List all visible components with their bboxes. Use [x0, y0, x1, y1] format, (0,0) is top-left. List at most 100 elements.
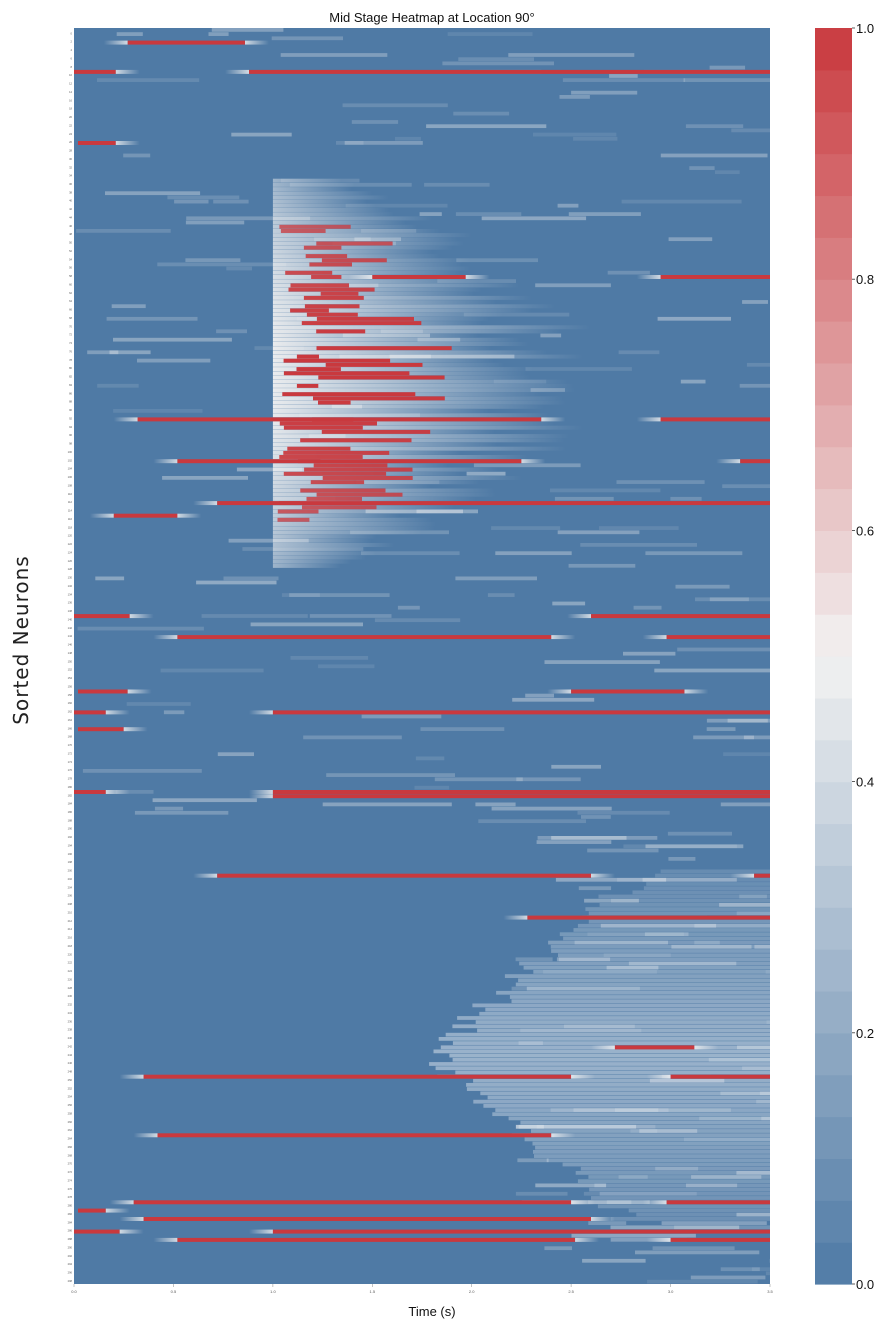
faint-activity-streak — [611, 898, 770, 903]
faint-activity-streak — [739, 894, 767, 899]
activation-fade-in — [249, 1229, 273, 1234]
faint-activity-streak — [162, 476, 248, 480]
faint-activity-streak — [336, 141, 364, 145]
cluster-streak — [272, 400, 567, 405]
faint-activity-streak — [211, 28, 284, 32]
activation-fade-in — [249, 794, 273, 799]
faint-activity-streak — [765, 970, 770, 974]
faint-activity-streak — [228, 538, 309, 543]
faint-activity-streak — [610, 1225, 740, 1230]
faint-activity-streak — [618, 350, 660, 355]
faint-activity-streak — [516, 1124, 637, 1129]
cluster-hot-segment — [301, 321, 422, 326]
faint-activity-streak — [660, 869, 770, 874]
activation-bar — [527, 915, 770, 920]
neuron-tick-label: 18 — [69, 107, 72, 111]
cluster-streak — [272, 199, 368, 204]
cluster-streak — [272, 517, 433, 522]
faint-activity-streak — [582, 1258, 646, 1263]
activation-fade-in — [642, 1200, 667, 1205]
faint-activity-streak — [580, 543, 697, 547]
faint-activity-streak — [550, 488, 661, 493]
neuron-tick-label: 46 — [69, 224, 72, 228]
cluster-streak — [272, 530, 423, 535]
faint-activity-streak — [599, 1191, 770, 1196]
activation-fade-in — [103, 40, 128, 45]
faint-activity-streak — [534, 1154, 770, 1158]
faint-activity-streak — [588, 1200, 632, 1205]
faint-activity-streak — [573, 136, 618, 141]
faint-activity-streak — [426, 124, 547, 129]
neuron-tick-label: 292 — [68, 1254, 73, 1258]
neuron-tick-label: 12 — [69, 82, 72, 86]
colorbar-band — [815, 237, 852, 280]
faint-activity-streak — [134, 810, 229, 815]
activation-bar — [217, 873, 592, 878]
faint-activity-streak — [216, 329, 247, 334]
faint-activity-streak — [550, 944, 770, 949]
activation-bar — [177, 1237, 576, 1242]
cluster-hot-segment — [304, 467, 413, 472]
activation-fade-out — [694, 1045, 719, 1050]
faint-activity-streak — [76, 229, 171, 233]
faint-activity-streak — [126, 702, 191, 706]
neuron-tick-label: 48 — [69, 232, 72, 236]
activation-fade-out — [105, 790, 130, 794]
neuron-tick-label: 278 — [68, 1195, 73, 1199]
neuron-tick-label: 268 — [68, 1153, 73, 1157]
faint-activity-streak — [524, 1137, 770, 1142]
faint-activity-streak — [699, 1116, 770, 1121]
neuron-tick-label: 82 — [69, 375, 72, 379]
activation-fade-out — [127, 689, 152, 694]
faint-activity-streak — [751, 1267, 770, 1272]
faint-activity-streak — [250, 622, 363, 627]
neuron-tick-label: 254 — [68, 1095, 73, 1099]
faint-activity-streak — [621, 199, 742, 204]
neuron-tick-label: 216 — [68, 936, 73, 940]
faint-activity-streak — [655, 1166, 699, 1171]
faint-activity-streak — [82, 769, 202, 773]
faint-activity-streak — [477, 1028, 770, 1033]
neuron-tick-label: 76 — [69, 350, 72, 354]
neuron-tick-label: 298 — [68, 1279, 73, 1283]
faint-activity-streak — [487, 593, 515, 597]
cluster-streak — [272, 534, 377, 539]
cluster-hot-segment — [296, 354, 319, 359]
neuron-tick-label: 212 — [68, 919, 73, 923]
activation-fade-in — [547, 689, 572, 694]
faint-activity-streak — [536, 840, 612, 844]
faint-activity-streak — [452, 1041, 770, 1045]
colorbar-band — [815, 1074, 852, 1118]
faint-activity-streak — [485, 1007, 770, 1012]
faint-activity-streak — [481, 216, 587, 221]
x-tick-label: 2.0 — [469, 1289, 475, 1294]
activation-bar — [78, 1208, 106, 1213]
activation-bar — [571, 689, 685, 694]
neuron-tick-label: 14 — [69, 90, 72, 94]
faint-activity-streak — [693, 735, 754, 740]
faint-activity-streak — [756, 1099, 770, 1104]
faint-activity-streak — [720, 1091, 770, 1096]
neuron-tick-label: 290 — [68, 1245, 73, 1249]
cluster-streak — [272, 254, 440, 259]
cluster-streak — [272, 350, 548, 355]
faint-activity-streak — [588, 1175, 770, 1179]
faint-activity-streak — [518, 978, 770, 983]
faint-activity-streak — [600, 923, 717, 928]
x-tick-label: 0.0 — [71, 1289, 77, 1294]
colorbar-band — [815, 1032, 852, 1076]
colorbar-band — [815, 697, 852, 741]
faint-activity-streak — [599, 903, 770, 907]
cluster-hot-segment — [283, 425, 363, 430]
faint-activity-streak — [628, 961, 737, 966]
faint-activity-streak — [504, 974, 770, 978]
faint-activity-streak — [511, 986, 640, 991]
faint-activity-streak — [163, 710, 185, 715]
neuron-tick-label: 172 — [68, 751, 73, 755]
neuron-tick-label: 198 — [68, 860, 73, 864]
faint-activity-streak — [531, 1129, 770, 1133]
faint-activity-streak — [106, 316, 198, 321]
cluster-hot-segment — [313, 396, 445, 401]
cluster-streak — [272, 342, 529, 346]
faint-activity-streak — [496, 990, 770, 995]
